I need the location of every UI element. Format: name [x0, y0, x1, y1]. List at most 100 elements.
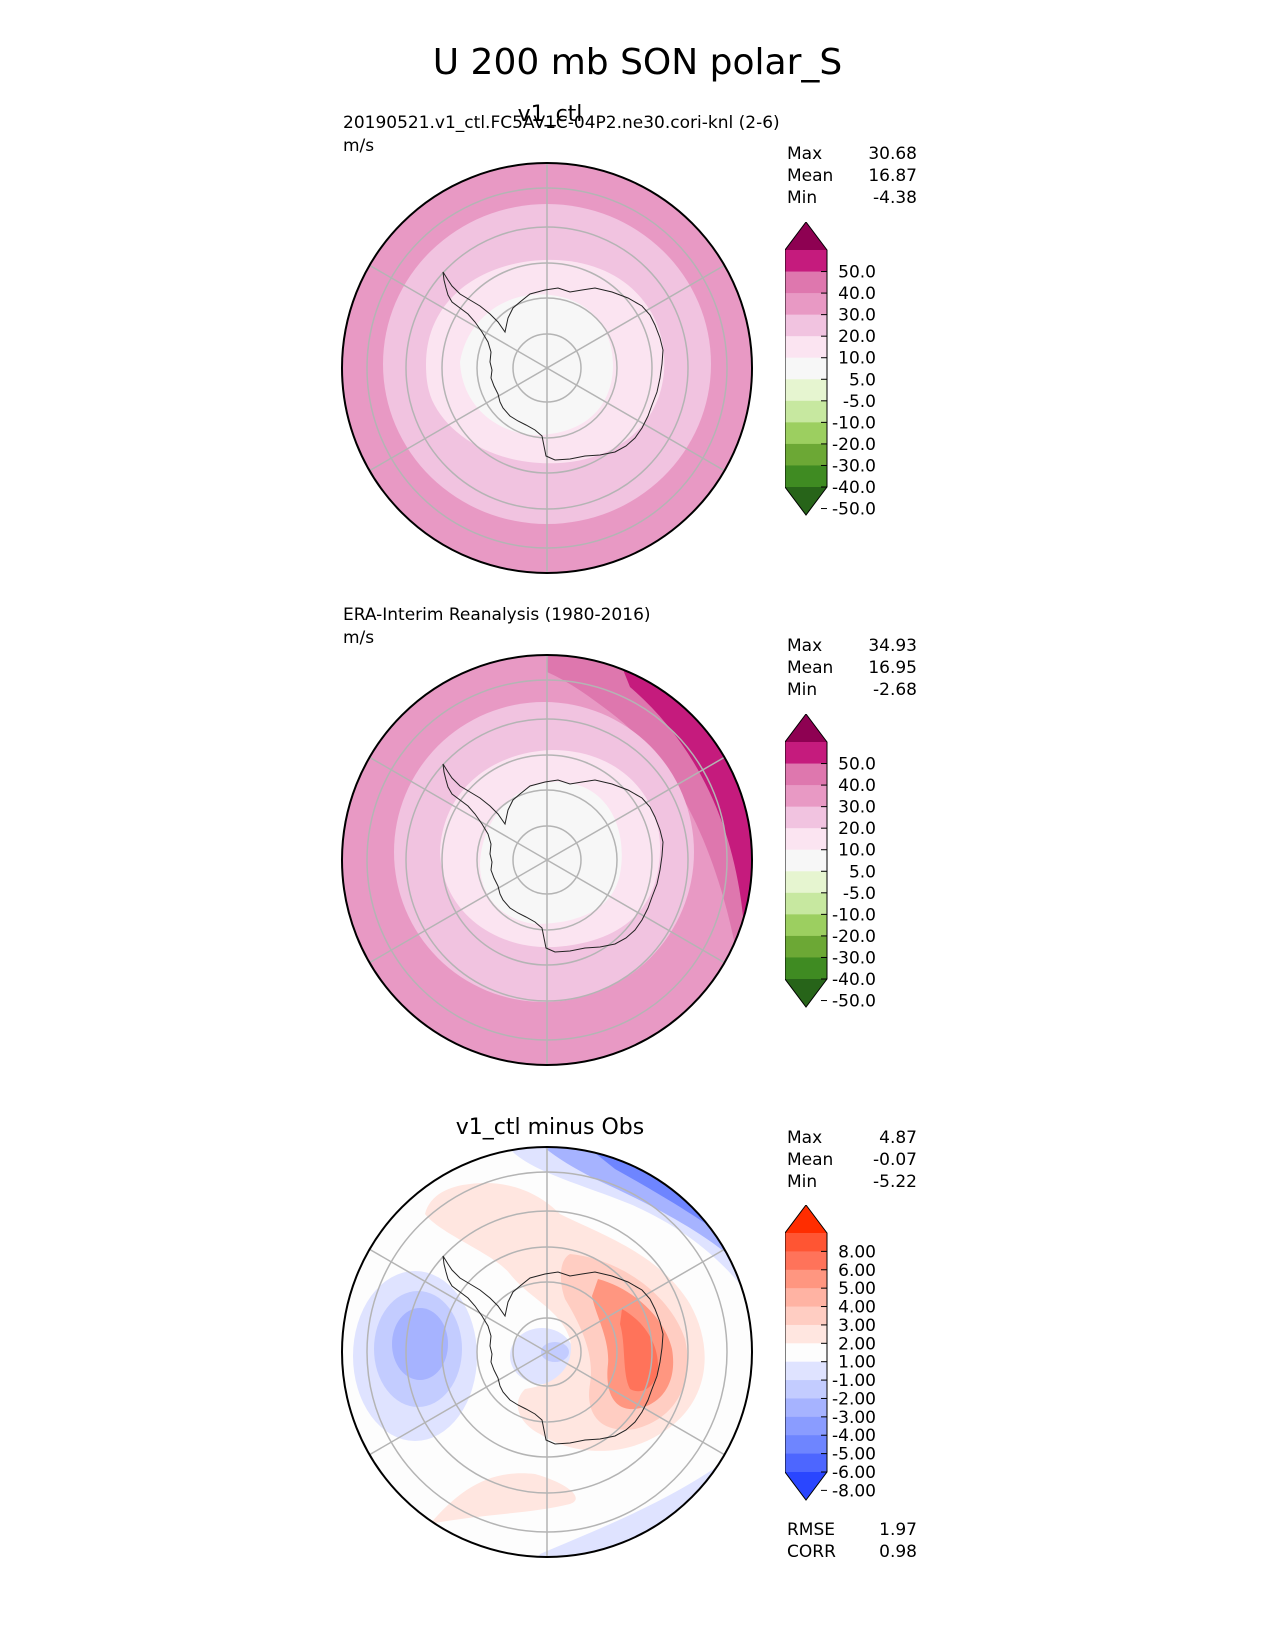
colorbar-swatch: [785, 1269, 827, 1289]
stat-min-value: -5.22: [873, 1172, 917, 1192]
colorbar-swatch: [785, 849, 827, 872]
colorbar-swatch: [785, 443, 827, 466]
colorbar-swatch: [785, 1288, 827, 1308]
colorbar-swatch: [785, 465, 827, 488]
stat-mean-value: 16.95: [868, 658, 917, 678]
panel-units-test: m/s: [343, 136, 375, 156]
colorbar-tick-label: -6.00: [832, 1463, 876, 1483]
graticule: [366, 163, 728, 573]
colorbar-tick-label: 10.0: [838, 349, 876, 369]
map-boundary: [341, 654, 753, 1066]
colorbar-tick-label: -40.0: [832, 970, 876, 990]
colorbar-tick-label: 40.0: [838, 284, 876, 304]
contour-fill-neg3-neg2: [541, 1342, 569, 1362]
colorbar-swatch: [785, 935, 827, 958]
colorbar-tick-label: -10.0: [832, 413, 876, 433]
colorbar-swatch: [785, 293, 827, 316]
colorbar-swatch: [785, 222, 827, 250]
contour-fill-neg4-neg3: [535, 1147, 750, 1274]
colorbar-tick-label: -20.0: [832, 927, 876, 947]
colorbar-swatch: [785, 714, 827, 742]
colorbar-swatch: [785, 742, 827, 765]
panel-title-diff: v1_ctl minus Obs: [455, 1115, 645, 1140]
colorbar-swatch: [785, 1472, 827, 1500]
colorbar-diff: 8.006.005.004.003.002.001.00-1.00-2.00-3…: [785, 1205, 876, 1501]
stat-min-value: -4.38: [873, 188, 917, 208]
colorbar-swatch: [785, 1435, 827, 1455]
rmse-value: 1.97: [879, 1520, 917, 1540]
colorbar-swatch: [785, 806, 827, 829]
contour-fill-1-2: [430, 1473, 576, 1524]
colorbar-tick-label: -8.00: [832, 1481, 876, 1501]
colorbar-swatch: [785, 1324, 827, 1344]
colorbar-swatch: [785, 871, 827, 894]
colorbar-tick-label: 5.00: [838, 1279, 876, 1299]
corr-label: CORR: [787, 1542, 836, 1562]
colorbar-tick-label: -10.0: [832, 905, 876, 925]
antarctica-coastline: [442, 1255, 664, 1445]
colorbar-swatch: [785, 379, 827, 402]
contour-fill-neg4-neg3: [392, 1308, 448, 1380]
stat-max-value: 30.68: [868, 144, 917, 164]
colorbar-swatch: [785, 487, 827, 515]
graticule: [366, 1147, 728, 1557]
colorbar-swatch: [785, 336, 827, 359]
colorbar-swatch: [785, 250, 827, 273]
metrics-block-diff: RMSE 1.97 CORR 0.98: [787, 1520, 917, 1564]
colorbar-tick-label: 3.00: [838, 1316, 876, 1336]
colorbar-tick-label: -40.0: [832, 478, 876, 498]
stats-block-diff: Max 4.87 Mean -0.07 Min -5.22: [787, 1127, 917, 1193]
colorbar-tick-label: -5.0: [843, 884, 876, 904]
colorbar-swatch: [785, 422, 827, 445]
stat-mean-value: 16.87: [868, 166, 917, 186]
colorbar-tick-label: 20.0: [838, 327, 876, 347]
colorbar-swatch: [785, 828, 827, 851]
colorbar-swatch: [785, 314, 827, 337]
colorbar-tick-label: 2.00: [838, 1334, 876, 1354]
colorbar-tick-label: -3.00: [832, 1408, 876, 1428]
corr-value: 0.98: [879, 1542, 917, 1562]
colorbar-swatch: [785, 892, 827, 915]
stat-max-label: Max: [787, 1128, 823, 1148]
colorbar-tick-label: 40.0: [838, 776, 876, 796]
colorbar-tick-label: 5.0: [849, 370, 876, 390]
colorbar-tick-label: -5.00: [832, 1445, 876, 1465]
colorbar-swatch: [785, 1233, 827, 1252]
colorbar-swatch: [785, 1380, 827, 1399]
contour-fill-neg6-neg5: [590, 1149, 750, 1254]
panel-subtitle-test: 20190521.v1_ctl.FC5AV1C-04P2.ne30.cori-k…: [343, 113, 780, 133]
panel-units-ref: m/s: [343, 628, 375, 648]
colorbar-swatch: [785, 357, 827, 380]
colorbar-swatch: [785, 979, 827, 1007]
colorbar-tick-label: -5.0: [843, 392, 876, 412]
colorbar-tick-label: -50.0: [832, 992, 876, 1009]
stat-mean-label: Mean: [787, 658, 834, 678]
colorbar-swatch: [785, 957, 827, 980]
colorbar-tick-label: 6.00: [838, 1261, 876, 1281]
stat-min-label: Min: [787, 188, 818, 208]
stat-max-label: Max: [787, 144, 823, 164]
contour-fill-40-50: [620, 662, 752, 942]
colorbar-tick-label: 5.0: [849, 862, 876, 882]
colorbar-tick-label: -30.0: [832, 456, 876, 476]
figure-title: U 200 mb SON polar_S: [432, 42, 843, 83]
stat-min-label: Min: [787, 680, 818, 700]
map-boundary: [341, 1146, 753, 1558]
contour-fill-neg5-5: [460, 294, 614, 435]
colorbar-swatch: [785, 763, 827, 786]
colorbar-swatch: [785, 1398, 827, 1418]
contour-fill-neg5-5: [480, 781, 622, 924]
colorbar-swatch: [785, 400, 827, 423]
colorbar-swatch: [785, 1251, 827, 1271]
colorbar-tick-label: -50.0: [832, 500, 876, 517]
colorbar-swatch: [785, 1205, 827, 1233]
stat-mean-label: Mean: [787, 166, 834, 186]
colorbar-swatch: [785, 914, 827, 937]
stats-block-ref: Max 34.93 Mean 16.95 Min -2.68: [787, 635, 917, 701]
stat-max-label: Max: [787, 636, 823, 656]
colorbar-swatch: [785, 271, 827, 294]
stat-min-value: -2.68: [873, 680, 917, 700]
contour-fill-5-6: [620, 1309, 658, 1392]
colorbar-tick-label: 30.0: [838, 306, 876, 326]
colorbar-tick-label: -4.00: [832, 1426, 876, 1446]
